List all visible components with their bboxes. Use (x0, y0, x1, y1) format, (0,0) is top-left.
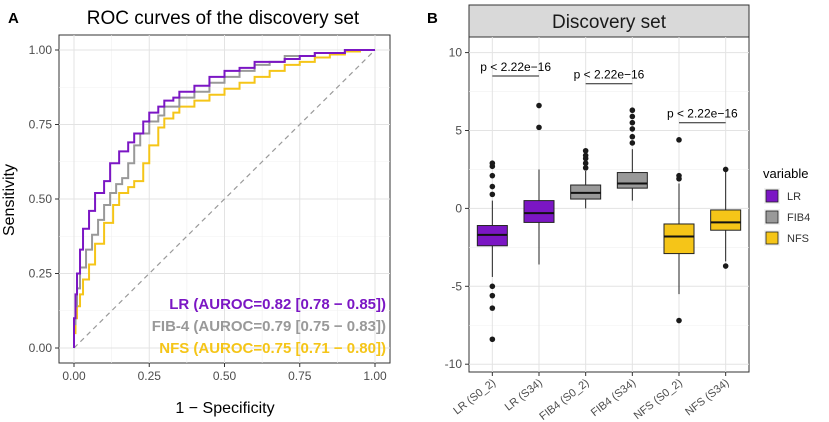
pvalue-label: p < 2.22e−16 (574, 68, 645, 82)
boxplot-plot-area (468, 36, 750, 373)
box-outlier-point (676, 172, 682, 179)
roc-title: ROC curves of the discovery set (87, 8, 360, 29)
legend-label-fib4: FIB4 (787, 212, 810, 224)
roc-reference-diagonal (73, 49, 376, 349)
roc-axis-ticks: 0.00 0.00 0.25 0.25 0.50 0.50 0.75 0.75 1.00 1.00 (29, 43, 387, 383)
box-outlier-point (489, 160, 496, 167)
box-outlier-point (489, 183, 496, 190)
legend-title: variable (763, 166, 809, 181)
box-x-tick-label: NFS (S34) (683, 377, 731, 418)
legend-label-nfs: NFS (787, 233, 809, 245)
box-iqr (523, 200, 555, 223)
box-x-tick-label: LR (S0_2) (451, 377, 498, 417)
box-y-tick-label: 0 (455, 201, 462, 215)
box-outlier-point (489, 292, 496, 299)
legend-label-lr: LR (787, 191, 801, 203)
box-outlier-point (582, 147, 589, 154)
box-x-tick-label: NFS (S0_2) (632, 377, 685, 422)
roc-y-axis-title: Sensitivity (1, 164, 18, 236)
roc-x-tick-label: 1.00 (363, 369, 387, 383)
box-outlier-point (629, 113, 636, 120)
box-outlier-point (676, 317, 682, 324)
roc-x-tick-label: 0.25 (138, 369, 162, 383)
box-outlier-point (629, 126, 636, 132)
legend-swatch-lr (765, 189, 779, 203)
roc-x-axis-title: 1 − Specificity (175, 400, 274, 417)
box-y-tick-label: -10 (445, 357, 463, 371)
box-outlier-point (629, 140, 636, 146)
box-outlier-point (582, 152, 589, 159)
boxplot-panel: B Discovery set -10 -5 0 5 10 LR (S0_2) LR (S3… (427, 4, 810, 422)
pvalue-label: p < 2.22e−16 (667, 107, 738, 121)
box-y-tick-label: -5 (451, 279, 462, 293)
roc-y-tick-label: 0.00 (29, 341, 53, 355)
roc-curve-nfs (73, 49, 375, 348)
box-outlier-point (722, 166, 729, 173)
pvalue-annotations: p < 2.22e−16 p < 2.22e−16 p < 2.22e−16 (480, 60, 738, 124)
legend-swatch-nfs (765, 231, 779, 245)
box-y-tick-label: 5 (455, 123, 462, 137)
boxplot-legend: variable LR FIB4 NFS (763, 166, 810, 246)
roc-panel: A ROC curves of the discovery set 0.000.… (1, 8, 391, 417)
roc-x-tick-label: 0.50 (213, 369, 237, 383)
roc-auroc-label-lr: LR (AUROC=0.82 [0.78 − 0.85]) (169, 296, 386, 313)
boxplot-boxes (476, 102, 742, 343)
roc-auroc-labels: LR (AUROC=0.82 [0.78 − 0.85]) FIB-4 (AURO… (152, 296, 386, 357)
box-outlier-point (489, 172, 496, 179)
panel-a-label: A (8, 10, 19, 27)
box-outlier-point (489, 191, 496, 198)
facet-strip (468, 4, 750, 38)
roc-y-tick-label: 0.75 (29, 118, 53, 132)
roc-curves (73, 49, 376, 349)
box-x-tick-label: FIB4 (S0_2) (537, 377, 591, 422)
roc-y-tick-label: 0.25 (29, 267, 53, 281)
box-outlier-point (629, 107, 636, 114)
box-outlier-point (536, 102, 542, 109)
roc-auroc-label-nfs: NFS (AUROC=0.75 [0.71 − 0.80]) (159, 340, 386, 357)
box-y-tick-label: 10 (449, 46, 463, 60)
roc-x-tick-label: 0.00 (62, 369, 86, 383)
pvalue-label: p < 2.22e−16 (480, 60, 551, 74)
box-iqr (616, 172, 648, 189)
roc-curve-fib4 (73, 49, 375, 348)
box-outlier-point (536, 124, 542, 131)
box-outlier-point (489, 283, 496, 290)
roc-y-tick-label: 0.50 (29, 192, 53, 206)
box-outlier-point (489, 305, 496, 311)
roc-x-tick-label: 0.75 (288, 369, 312, 383)
boxplot-gridlines (469, 37, 749, 372)
roc-curve-lr (73, 49, 375, 348)
box-outlier-point (676, 137, 682, 143)
box-x-tick-label: LR (S34) (503, 377, 545, 414)
box-outlier-point (582, 165, 589, 171)
legend-swatch-fib4 (765, 210, 779, 224)
box-outlier-point (489, 336, 496, 343)
box-iqr (710, 209, 742, 231)
roc-y-tick-label: 1.00 (29, 43, 53, 57)
box-outlier-point (629, 133, 636, 140)
panel-b-label: B (427, 10, 438, 27)
facet-title: Discovery set (552, 12, 667, 33)
box-iqr (663, 223, 695, 255)
box-outlier-point (722, 263, 729, 269)
roc-gridlines (59, 35, 390, 363)
box-outlier-point (629, 119, 636, 126)
box-outlier-point (582, 160, 589, 167)
roc-auroc-label-fib4: FIB-4 (AUROC=0.79 [0.75 − 0.83]) (152, 318, 386, 335)
